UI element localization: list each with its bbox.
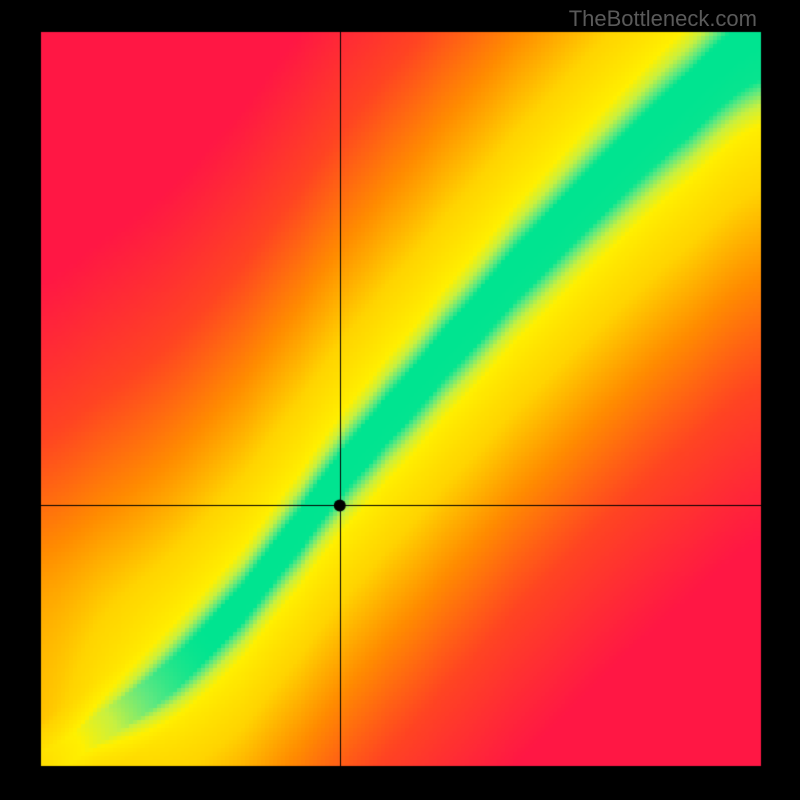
chart-frame: { "canvas": { "width": 800, "height": 80… xyxy=(0,0,800,800)
watermark-text: TheBottleneck.com xyxy=(569,6,757,32)
heatmap-chart xyxy=(0,0,800,800)
